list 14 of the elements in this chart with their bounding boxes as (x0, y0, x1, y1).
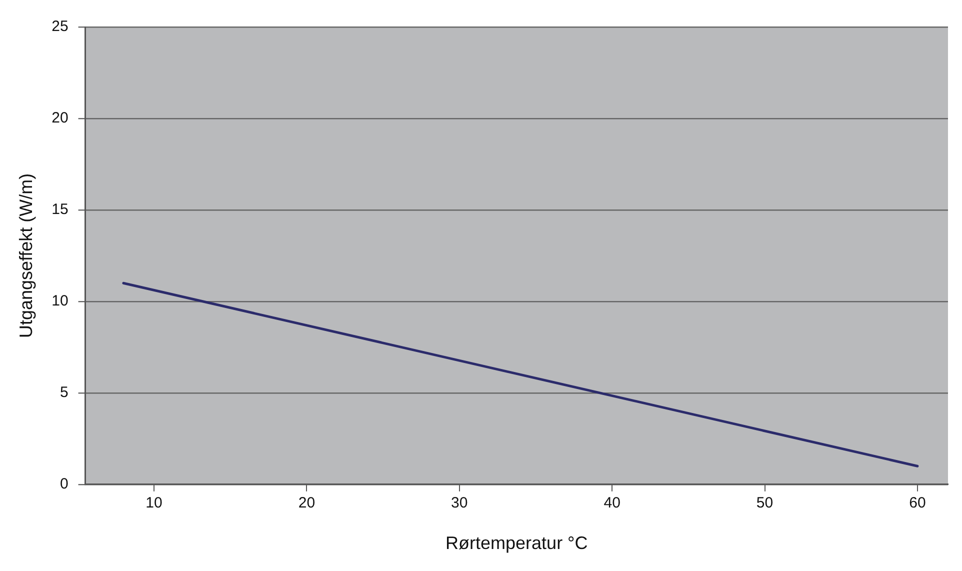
x-tick-label: 10 (146, 494, 162, 512)
y-tick-label: 25 (52, 18, 68, 36)
x-tick-label: 30 (451, 494, 468, 512)
x-tick-label: 40 (604, 494, 620, 512)
y-tick-label: 20 (52, 110, 68, 127)
x-axis-title: Rørtemperatur °C (446, 533, 588, 554)
x-tick-label: 50 (756, 494, 774, 512)
y-axis-title: Utgangseffekt (W/m) (16, 173, 36, 338)
y-tick-label: 15 (52, 201, 68, 218)
x-tick-label: 60 (909, 494, 926, 512)
y-tick-label: 5 (60, 384, 68, 402)
x-tick-label: 20 (298, 494, 316, 512)
y-tick-label: 10 (52, 292, 68, 310)
y-tick-label: 0 (60, 476, 68, 493)
